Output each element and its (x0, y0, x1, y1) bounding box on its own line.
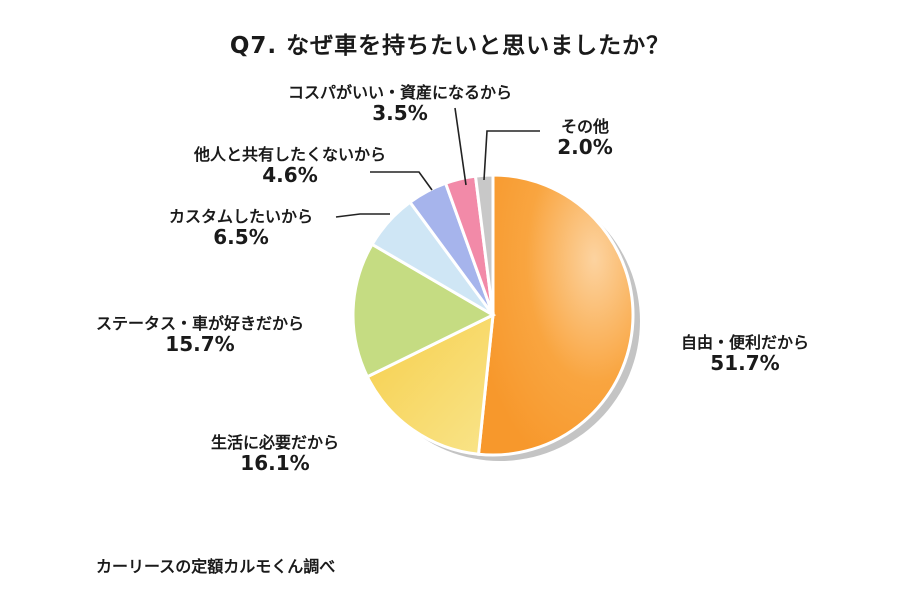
label-name: 生活に必要だから (210, 433, 339, 452)
label-name: その他 (560, 117, 609, 136)
label-name: コスパがいい・資産になるから (287, 83, 512, 102)
label-other: その他 2.0% (540, 117, 630, 160)
label-name: 自由・便利だから (680, 333, 809, 352)
label-percent: 3.5% (372, 101, 428, 126)
label-percent: 2.0% (557, 135, 613, 160)
label-percent: 6.5% (213, 225, 269, 250)
label-name: 他人と共有したくないから (193, 145, 386, 164)
label-name: カスタムしたいから (168, 207, 313, 226)
label-percent: 4.6% (262, 163, 318, 188)
label-percent: 51.7% (710, 351, 780, 376)
label-name: ステータス・車が好きだから (95, 314, 304, 333)
label-no-sharing: 他人と共有したくないから 4.6% (170, 145, 410, 188)
label-custom: カスタムしたいから 6.5% (146, 207, 336, 250)
label-percent: 16.1% (240, 451, 310, 476)
label-necessity: 生活に必要だから 16.1% (190, 433, 360, 476)
label-percent: 15.7% (165, 332, 235, 357)
pie-slice (365, 312, 495, 456)
leader-lines (335, 107, 540, 218)
label-status: ステータス・車が好きだから 15.7% (70, 314, 330, 357)
source-credit: カーリースの定額カルモくん調べ (96, 557, 336, 576)
chart-title: Q7. なぜ車を持ちたいと思いましたか？ (229, 33, 671, 59)
label-cost-performance: コスパがいい・資産になるから 3.5% (250, 83, 550, 126)
label-freedom: 自由・便利だから 51.7% (660, 333, 830, 376)
pie-slice (476, 173, 635, 457)
pie-slice (351, 242, 497, 379)
pie-slices (351, 173, 640, 461)
